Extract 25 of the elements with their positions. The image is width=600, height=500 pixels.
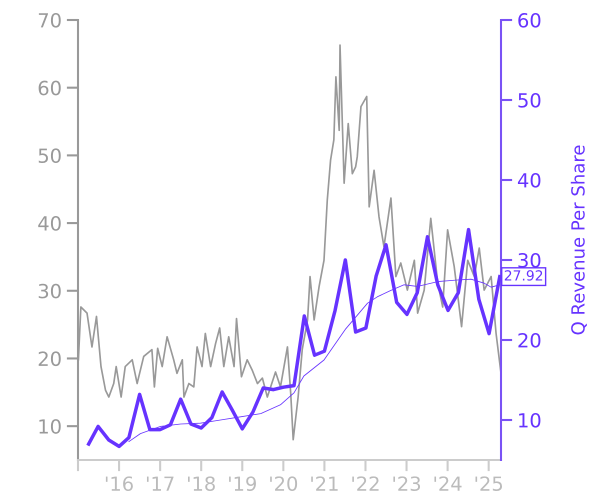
y2-tick-label: 30 [518, 252, 540, 268]
y2-tick-label: 10 [519, 412, 540, 428]
x-tick-label: '22 [352, 476, 379, 491]
y-tick-label: 20 [38, 351, 61, 366]
y2-tick-label: 40 [518, 172, 540, 188]
x-tick-label: '19 [229, 476, 256, 492]
x-tick-label: '20 [270, 476, 298, 492]
y2-tick-label: 20 [518, 332, 540, 348]
x-tick-label: '21 [311, 476, 338, 491]
y-tick-label: 50 [38, 148, 61, 164]
x-tick-label: '16 [106, 476, 133, 492]
y2-tick-label: 50 [518, 92, 540, 108]
x-tick-label: '18 [188, 476, 215, 492]
data-label: 27.92 [504, 270, 542, 281]
y2-axis-title: Q Revenue Per Share [570, 146, 587, 334]
x-tick-label: '25 [476, 476, 502, 492]
x-tick-label: '24 [434, 476, 462, 491]
y-tick-label: 70 [38, 12, 61, 28]
y-tick-label: 30 [38, 284, 61, 298]
y2-tick-label: 60 [518, 12, 540, 28]
y-tick-label: 60 [38, 80, 61, 96]
y-tick-label: 10 [39, 419, 61, 434]
y-tick-label: 40 [38, 216, 61, 231]
x-tick-label: '23 [393, 476, 420, 492]
x-tick-label: '17 [146, 476, 174, 491]
